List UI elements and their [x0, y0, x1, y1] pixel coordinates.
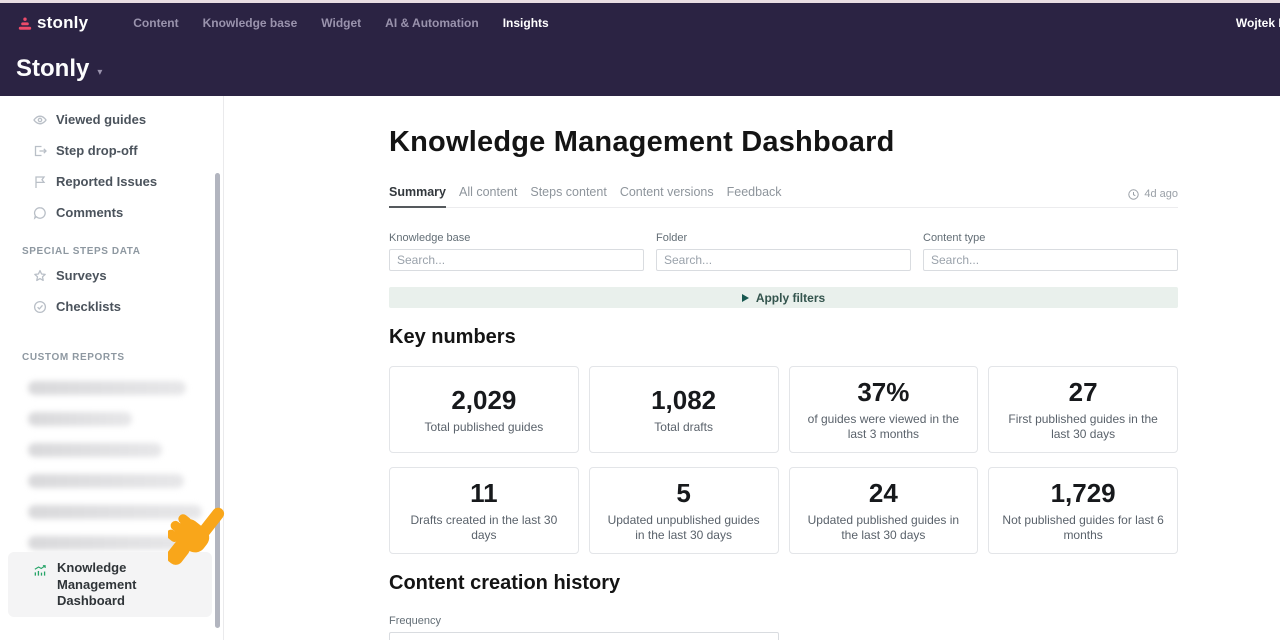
stat-card-guides-viewed-3-months: 37% of guides were viewed in the last 3 …: [788, 366, 979, 453]
workspace-header: Stonly ▾: [0, 42, 1280, 96]
sidebar-item-comments[interactable]: Comments: [0, 197, 223, 228]
stat-card-total-drafts: 1,082 Total drafts: [588, 366, 779, 453]
filter-label-knowledge-base: Knowledge base: [389, 232, 471, 244]
play-triangle-icon: [741, 293, 749, 302]
insights-sidebar: Viewed guides Step drop-off Reported Iss…: [0, 96, 225, 640]
stat-card-updated-published-30-days: 24 Updated published guides in the last …: [788, 467, 979, 554]
sidebar-scrollbar[interactable]: [215, 173, 220, 628]
dashboard-tabs: Summary All content Steps content Conten…: [389, 185, 782, 208]
custom-report-item-redacted[interactable]: [0, 372, 223, 403]
stonly-logo-icon: [18, 17, 32, 31]
top-nav-menu: Content Knowledge base Widget AI & Autom…: [133, 16, 548, 30]
stonly-logo-text: stonly: [37, 12, 89, 32]
hand-pointer-cursor: [168, 498, 232, 578]
key-numbers-title: Key numbers: [389, 326, 516, 348]
knowledge-base-search-input[interactable]: [389, 249, 644, 271]
sidebar-item-reported-issues[interactable]: Reported Issues: [0, 166, 223, 197]
stat-card-updated-unpublished-30-days: 5 Updated unpublished guides in the last…: [588, 467, 779, 554]
nav-item-widget[interactable]: Widget: [321, 15, 362, 30]
filters-row: Knowledge base Folder Content type: [389, 232, 1178, 271]
custom-report-item-redacted[interactable]: [0, 434, 223, 465]
filter-label-content-type: Content type: [923, 232, 986, 244]
stat-card-drafts-created-30-days: 11 Drafts created in the last 30 days: [389, 467, 579, 554]
step-dropoff-icon: [33, 144, 47, 158]
top-navigation-bar: stonly Content Knowledge base Widget AI …: [0, 3, 1280, 42]
tab-content-versions[interactable]: Content versions: [619, 185, 714, 199]
checklist-icon: [33, 300, 47, 314]
tabs-row: Summary All content Steps content Conten…: [389, 185, 1178, 208]
sidebar-item-checklists[interactable]: Checklists: [0, 291, 223, 322]
nav-item-content[interactable]: Content: [133, 15, 179, 30]
nav-item-insights[interactable]: Insights: [502, 15, 549, 30]
nav-item-knowledge-base[interactable]: Knowledge base: [202, 15, 298, 30]
stat-card-total-published-guides: 2,029 Total published guides: [389, 366, 579, 453]
clock-icon: [1128, 188, 1140, 200]
folder-search-input[interactable]: [656, 249, 911, 271]
star-icon: [33, 269, 47, 283]
chart-icon: [33, 563, 47, 577]
page-title: Knowledge Management Dashboard: [389, 126, 895, 158]
content-type-search-input[interactable]: [923, 249, 1178, 271]
workspace-title-dropdown[interactable]: Stonly: [16, 55, 90, 82]
frequency-select[interactable]: Monthly ˅: [389, 632, 779, 640]
filter-folder: Folder: [656, 232, 911, 271]
top-edge-strip: [0, 0, 1280, 3]
chevron-down-icon: ▾: [97, 66, 103, 78]
custom-report-item-redacted[interactable]: [0, 527, 223, 558]
custom-report-item-redacted[interactable]: [0, 465, 223, 496]
tab-steps-content[interactable]: Steps content: [530, 185, 607, 199]
ukraine-flag-icon: [93, 15, 105, 23]
comment-icon: [33, 206, 47, 220]
nav-item-ai-automation[interactable]: AI & Automation: [385, 15, 479, 30]
stat-card-not-published-6-months: 1,729 Not published guides for last 6 mo…: [988, 467, 1178, 554]
tab-all-content[interactable]: All content: [458, 185, 518, 199]
section-label-special-steps-data: SPECIAL STEPS DATA: [22, 245, 141, 257]
frequency-label: Frequency: [389, 615, 441, 627]
eye-icon: [33, 113, 47, 127]
tab-feedback[interactable]: Feedback: [726, 185, 782, 199]
sidebar-item-knowledge-management-dashboard[interactable]: Knowledge Management Dashboard: [8, 552, 212, 617]
sidebar-item-step-drop-off[interactable]: Step drop-off: [0, 135, 223, 166]
stonly-logo[interactable]: stonly: [18, 13, 105, 33]
main-content: Knowledge Management Dashboard Summary A…: [224, 96, 1280, 640]
sidebar-item-viewed-guides[interactable]: Viewed guides: [0, 104, 223, 135]
last-updated-text: 4d ago: [1144, 188, 1178, 200]
apply-filters-button[interactable]: Apply filters: [389, 287, 1178, 308]
sidebar-item-surveys[interactable]: Surveys: [0, 260, 223, 291]
key-numbers-cards: 2,029 Total published guides 1,082 Total…: [389, 366, 1178, 554]
user-menu[interactable]: Wojtek K: [1235, 15, 1280, 30]
stat-card-first-published-30-days: 27 First published guides in the last 30…: [988, 366, 1178, 453]
filter-knowledge-base: Knowledge base: [389, 232, 644, 271]
custom-report-item-redacted[interactable]: [0, 403, 223, 434]
tab-summary[interactable]: Summary: [389, 185, 446, 208]
last-updated: 4d ago: [1128, 188, 1178, 207]
content-creation-history-title: Content creation history: [389, 572, 621, 594]
custom-report-item-redacted[interactable]: [0, 496, 223, 527]
section-label-custom-reports: CUSTOM REPORTS: [22, 351, 125, 363]
filter-label-folder: Folder: [656, 232, 688, 244]
flag-icon: [33, 175, 47, 189]
filter-content-type: Content type: [923, 232, 1178, 271]
